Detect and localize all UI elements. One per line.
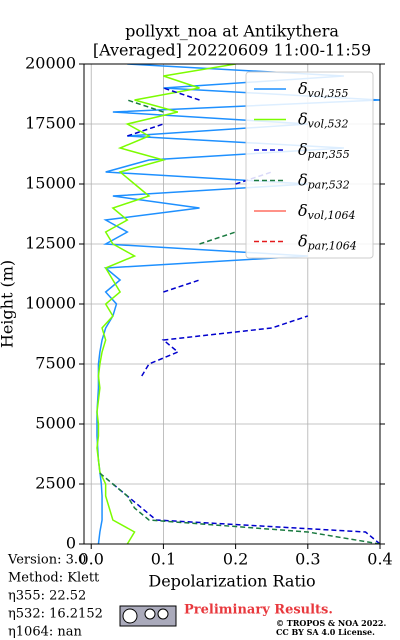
x-tick-label: 0.4 [367, 550, 392, 569]
legend-label: δpar,355 [298, 140, 350, 162]
info-text: η1064: nan [8, 625, 83, 640]
y-tick-label: 20000 [25, 54, 76, 73]
y-tick-label: 10000 [25, 294, 76, 313]
x-tick-label: 0.0 [78, 550, 103, 569]
info-text: η532: 16.2152 [8, 607, 103, 622]
y-tick-label: 2500 [35, 474, 76, 493]
legend-label: δvol,1064 [298, 201, 356, 223]
y-tick-label: 5000 [35, 414, 76, 433]
y-tick-label: 15000 [25, 174, 76, 193]
notice: Preliminary Results. [184, 603, 333, 618]
info-text: Method: Klett [8, 571, 100, 586]
y-tick-label: 12500 [25, 234, 76, 253]
copyright: © TROPOS & NOA 2022. [276, 618, 386, 628]
profile-line [97, 99, 380, 544]
x-axis-label: Depolarization Ratio [148, 572, 315, 591]
chart-subtitle: [Averaged] 20220609 11:00-11:59 [93, 41, 371, 60]
x-tick-label: 0.1 [151, 550, 176, 569]
legend-label: δvol,355 [298, 79, 349, 101]
x-tick-label: 0.2 [223, 550, 248, 569]
copyright: CC BY SA 4.0 License. [276, 627, 375, 637]
x-tick-label: 0.3 [295, 550, 320, 569]
y-tick-label: 7500 [35, 354, 76, 373]
legend-label: δpar,532 [298, 170, 350, 192]
chart-title: pollyxt_noa at Antikythera [125, 22, 339, 41]
legend-label: δpar,1064 [298, 231, 357, 253]
logo [119, 605, 177, 627]
plot-frame [83, 63, 381, 545]
y-axis-label: Height (m) [0, 260, 17, 348]
profile-line [96, 64, 236, 544]
info-text: η355: 22.52 [8, 589, 86, 604]
legend-label: δvol,532 [298, 109, 349, 131]
info-text: Version: 3.0 [7, 553, 86, 568]
y-tick-label: 17500 [25, 114, 76, 133]
y-tick-label: 0 [66, 534, 76, 553]
